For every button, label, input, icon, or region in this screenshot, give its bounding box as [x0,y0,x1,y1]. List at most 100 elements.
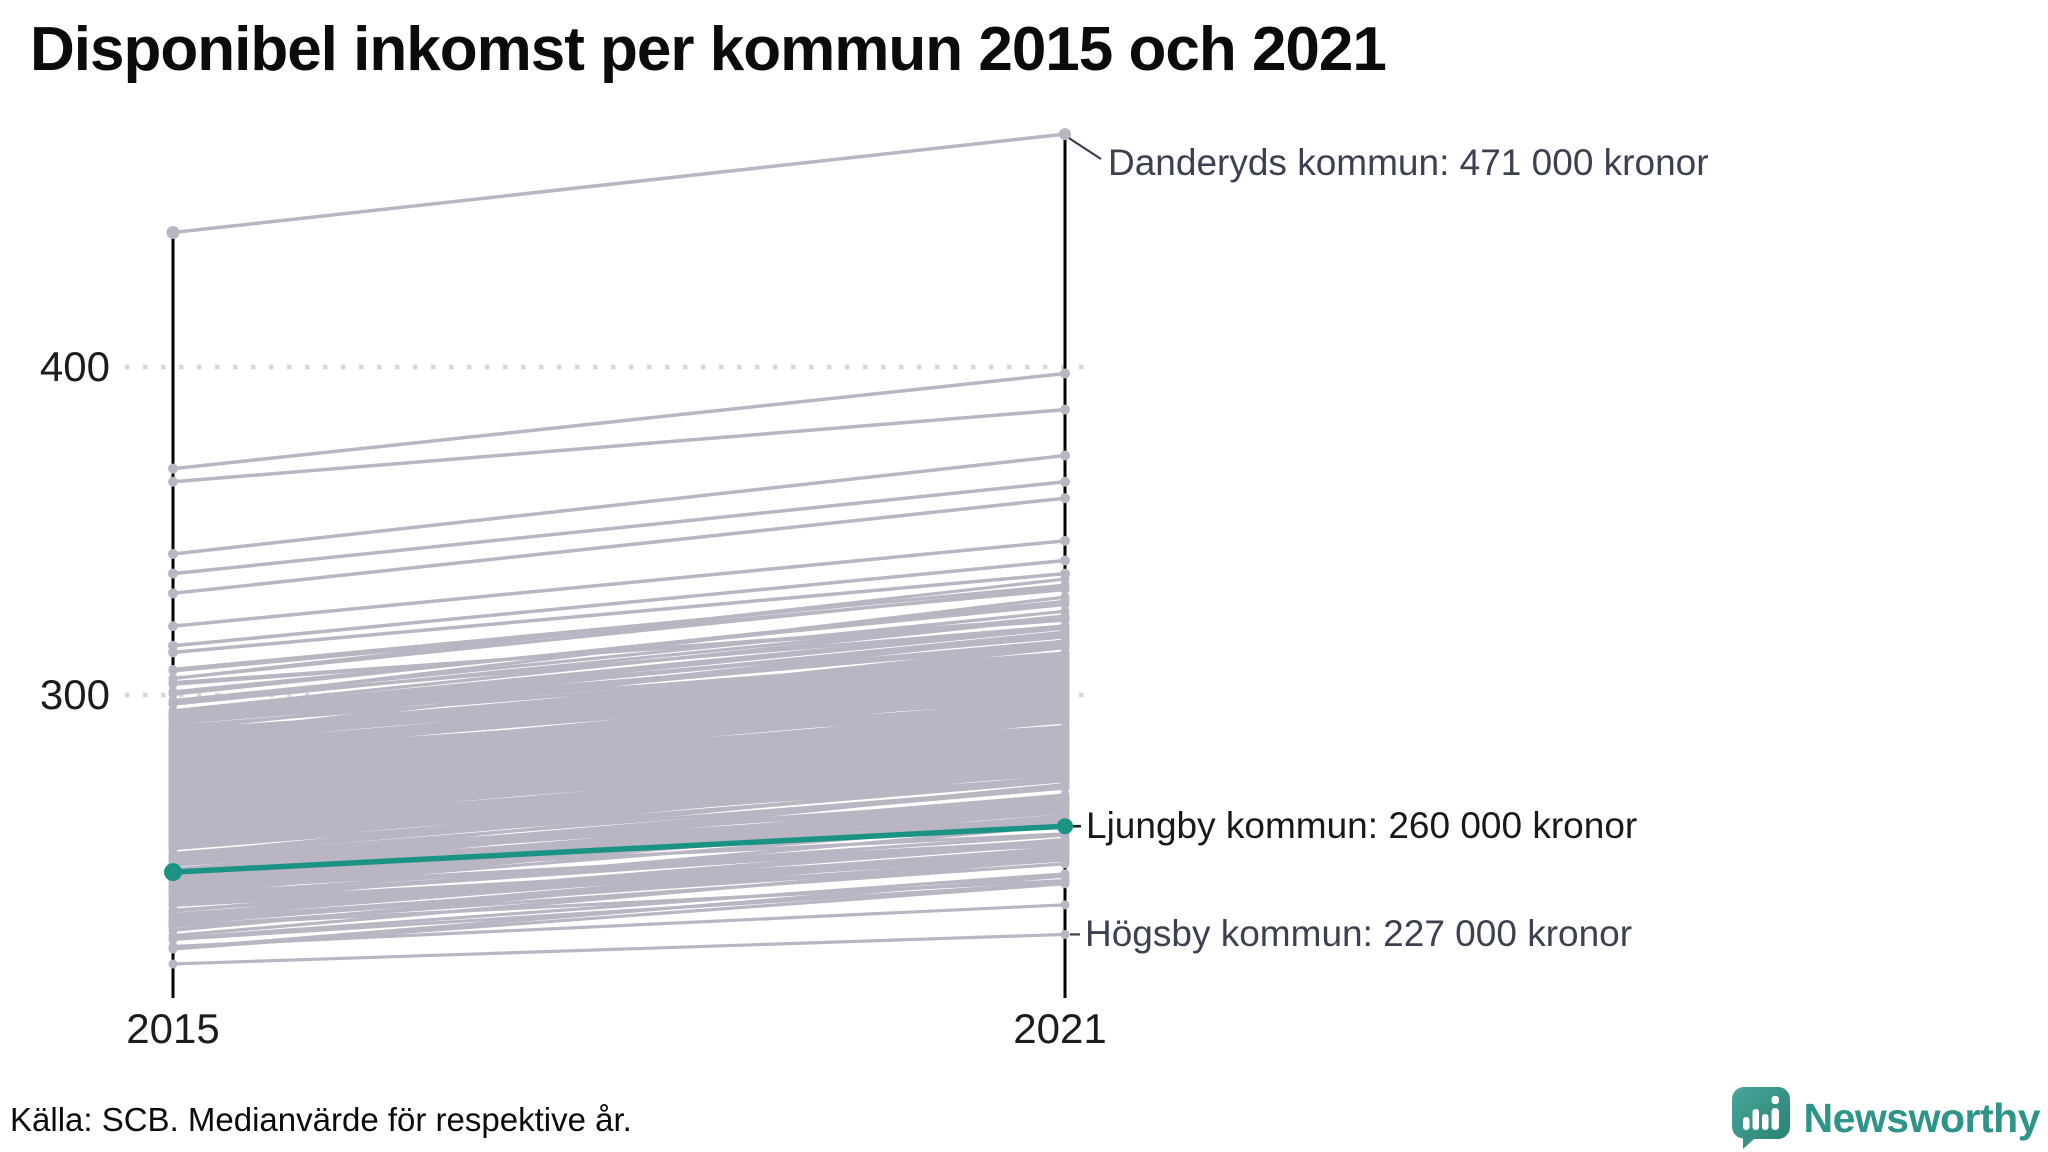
background-slope-line-marker-2015 [168,674,178,684]
ljungby-slope-line [172,823,1066,875]
background-slope-line [172,802,1066,889]
background-slope-line-marker-2015 [168,943,178,953]
background-slope-line-marker-2015 [168,803,178,813]
background-slope-line-marker-2021 [1060,752,1070,762]
annotation-ljungby-kommun: Ljungby kommun: 260 000 kronor [1086,805,1638,847]
outlier-slope-line [172,496,1066,596]
background-slope-line [172,802,1066,867]
background-slope-line-marker-2021 [1060,767,1070,777]
outlier-slope-line-marker-2021 [1060,493,1070,504]
background-slope-line [172,785,1066,860]
outlier-slope-line-marker-2015 [168,548,178,559]
background-slope-line-marker-2021 [1060,782,1070,792]
background-slope-line-marker-2021 [1060,632,1070,642]
background-slope-line [172,651,1066,725]
background-slope-line [172,725,1066,810]
background-slope-line-marker-2021 [1060,776,1070,786]
background-slope-line [172,854,1066,912]
background-slope-line [172,779,1066,844]
background-slope-line-marker-2021 [1060,611,1070,621]
outlier-slope-line [172,407,1066,484]
annotation-hogsby-kommun: Högsby kommun: 227 000 kronor [1085,913,1633,955]
background-slope-line-marker-2015 [168,759,178,769]
background-slope-line [172,795,1066,866]
background-slope-line-marker-2021 [1060,853,1070,863]
outlier-slope-line-marker-2015 [168,588,178,599]
background-slope-line [172,823,1066,906]
background-slope-line-marker-2015 [168,696,178,706]
background-slope-line-marker-2015 [168,851,178,861]
background-slope-line [172,602,1066,694]
background-slope-line-marker-2021 [1060,737,1070,747]
background-slope-line-marker-2021 [1060,846,1070,856]
background-slope-line-marker-2021 [1060,730,1070,740]
background-slope-line-marker-2015 [168,813,178,823]
background-slope-line-marker-2021 [1060,684,1070,694]
background-slope-line [172,609,1066,703]
background-slope-line-marker-2015 [168,769,178,779]
background-slope-line [172,740,1066,820]
background-slope-line [172,702,1066,784]
background-slope-line [172,770,1066,859]
x-axis-tick-2021: 2021 [1013,1005,1107,1052]
background-slope-line-marker-2015 [168,796,178,806]
background-slope-line-marker-2015 [168,931,178,941]
background-slope-line [172,837,1066,913]
annotation-danderyds-kommun: Danderyds kommun: 471 000 kronor [1108,142,1709,183]
outlier-slope-line [172,558,1066,648]
outlier-slope-line-marker-2021 [1060,555,1070,566]
background-slope-line-marker-2015 [168,664,178,674]
background-slope-line-marker-2021 [1060,641,1070,651]
outlier-slope-line-marker-2015 [168,476,178,487]
background-slope-line [172,715,1066,797]
danderyd-slope-line [172,132,1066,235]
outlier-slope-line-marker-2021 [1060,535,1070,546]
outlier-slope-line [172,571,1066,655]
background-slope-line [172,624,1066,715]
outlier-slope-line [172,539,1066,628]
background-slope-line-marker-2021 [1060,834,1070,844]
outlier-slope-line-marker-2021 [1060,450,1070,461]
outlier-slope-line-marker-2015 [168,568,178,579]
newsworthy-brand: Newsworthy [1731,1086,2040,1150]
outlier-slope-line-marker-2021 [1060,476,1070,487]
background-slope-line-marker-2015 [168,899,178,909]
danderyd-slope-line-marker-2021 [1059,128,1071,141]
y-axis-tick-300: 300 [39,671,110,718]
background-slope-line-marker-2021 [1060,658,1070,668]
chart-title: Disponibel inkomst per kommun 2015 och 2… [30,15,1387,84]
outlier-slope-line-marker-2021 [1060,368,1070,379]
ljungby-marker-2015 [164,863,182,882]
hogsby-slope-line-marker-2021 [1060,929,1070,939]
newsworthy-speech-bubble-chart-icon [1731,1087,1790,1149]
background-slope-line-marker-2015 [168,732,178,742]
outlier-slope-line-marker-2021 [1060,404,1070,415]
y-axis-tick-400: 400 [39,343,110,390]
background-slope-line-marker-2021 [1060,666,1070,676]
background-slope-line-marker-2021 [1060,871,1070,881]
background-slope-line-marker-2021 [1060,722,1070,732]
background-slope-line-marker-2015 [168,687,178,697]
background-slope-line [172,862,1066,929]
background-slope-line-marker-2021 [1060,652,1070,662]
background-slope-line [172,654,1066,739]
danderyd-leader-line [1068,137,1102,160]
background-slope-line-marker-2015 [168,837,178,847]
x-axis-tick-2015: 2015 [126,1005,220,1052]
background-slope-line [172,755,1066,814]
background-slope-line-marker-2015 [168,888,178,898]
ljungby-marker-2021 [1057,818,1073,835]
background-slope-line [172,709,1066,795]
background-slope-line-marker-2015 [168,751,178,761]
outlier-slope-line-marker-2015 [168,463,178,474]
background-slope-line-marker-2021 [1060,600,1070,610]
background-slope-line-marker-2021 [1060,804,1070,814]
background-slope-line [172,770,1066,834]
outlier-slope-line [172,371,1066,471]
background-slope-line-marker-2015 [168,919,178,929]
outlier-slope-line [172,453,1066,556]
background-slope-line [172,577,1066,681]
background-slope-line [172,758,1066,832]
